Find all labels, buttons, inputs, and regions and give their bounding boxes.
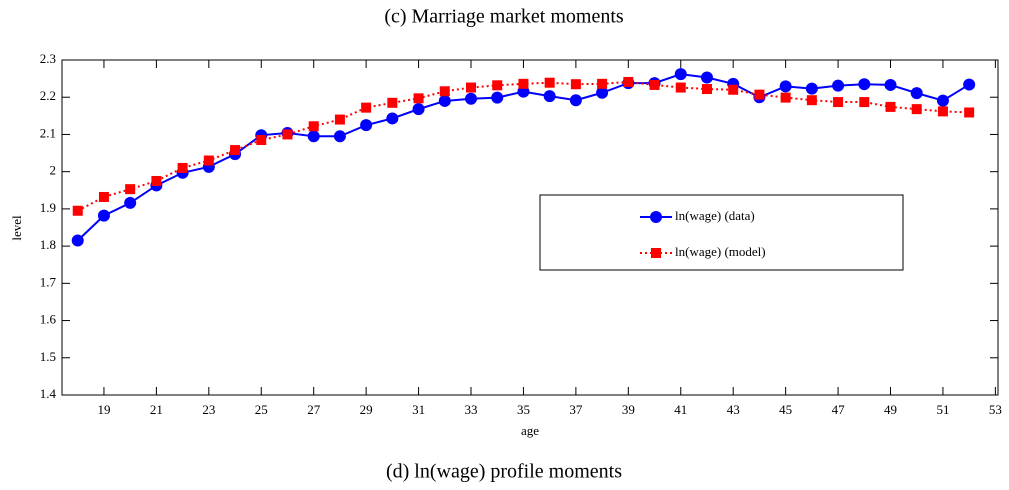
x-tick-label: 49 [884, 402, 897, 417]
point [307, 130, 320, 143]
point [465, 92, 478, 105]
point [832, 79, 845, 92]
point [963, 78, 976, 91]
point [858, 78, 871, 91]
point [543, 90, 556, 103]
point [623, 76, 634, 87]
point [125, 184, 136, 195]
point [596, 86, 609, 99]
point [675, 82, 686, 93]
x-tick-label: 53 [989, 402, 1002, 417]
point [674, 68, 687, 81]
y-tick-label: 2 [50, 163, 57, 178]
x-tick-label: 21 [150, 402, 163, 417]
point [124, 196, 137, 209]
point [256, 135, 267, 146]
legend-label: ln(wage) (model) [675, 244, 766, 259]
y-tick-label: 1.6 [40, 312, 57, 327]
y-tick-label: 1.8 [40, 237, 56, 252]
point [439, 86, 450, 97]
point [386, 112, 399, 125]
x-tick-label: 19 [97, 402, 110, 417]
point [438, 94, 451, 107]
point [177, 162, 188, 173]
heading: (c) Marriage market moments [384, 6, 624, 28]
point [779, 80, 792, 93]
point [910, 87, 923, 100]
point [700, 71, 713, 84]
caption: (d) ln(wage) profile moments [386, 461, 622, 483]
x-tick-label: 41 [674, 402, 687, 417]
point [937, 106, 948, 117]
y-tick-label: 1.7 [40, 274, 57, 289]
point [649, 79, 660, 90]
x-tick-label: 29 [360, 402, 373, 417]
point [492, 80, 503, 91]
point [728, 84, 739, 95]
y-axis-label: level [9, 215, 24, 241]
x-tick-label: 51 [936, 402, 949, 417]
y-tick-label: 1.5 [40, 349, 56, 364]
x-tick-label: 31 [412, 402, 425, 417]
point [334, 114, 345, 125]
point [282, 129, 293, 140]
point [805, 82, 818, 95]
point [911, 104, 922, 115]
point [412, 103, 425, 116]
point [333, 130, 346, 143]
x-tick-label: 33 [465, 402, 478, 417]
point [780, 92, 791, 103]
point [544, 77, 555, 88]
point [701, 84, 712, 95]
point [387, 97, 398, 108]
point [203, 155, 214, 166]
x-tick-label: 25 [255, 402, 268, 417]
y-tick-label: 1.4 [40, 386, 57, 401]
point [491, 91, 504, 104]
legend-marker [650, 211, 662, 223]
point [859, 97, 870, 108]
legend-label: ln(wage) (data) [675, 208, 755, 223]
plot-frame [61, 59, 999, 396]
legend-marker [651, 248, 661, 258]
point [466, 82, 477, 93]
point [885, 101, 896, 112]
point [230, 145, 241, 156]
y-tick-label: 2.2 [40, 88, 56, 103]
point [361, 102, 372, 113]
y-tick-label: 2.1 [40, 125, 56, 140]
x-tick-label: 39 [622, 402, 635, 417]
legend-box [539, 194, 904, 271]
point [72, 205, 83, 216]
point [518, 78, 529, 89]
point [71, 234, 84, 247]
x-tick-label: 43 [727, 402, 740, 417]
point [97, 209, 110, 222]
y-tick-label: 1.9 [40, 200, 56, 215]
x-tick-label: 23 [202, 402, 215, 417]
x-tick-label: 35 [517, 402, 530, 417]
point [597, 78, 608, 89]
point [151, 175, 162, 186]
point [754, 89, 765, 100]
x-tick-label: 27 [307, 402, 321, 417]
point [936, 94, 949, 107]
x-tick-label: 47 [832, 402, 846, 417]
point [884, 78, 897, 91]
y-tick-label: 2.3 [40, 51, 56, 66]
point [964, 107, 975, 118]
point [98, 191, 109, 202]
point [413, 93, 424, 104]
point [570, 79, 581, 90]
point [360, 119, 373, 132]
point [806, 95, 817, 106]
x-axis-label: age [521, 423, 539, 438]
point [308, 121, 319, 132]
x-tick-label: 45 [779, 402, 792, 417]
x-tick-label: 37 [569, 402, 583, 417]
point [833, 97, 844, 108]
point [569, 94, 582, 107]
